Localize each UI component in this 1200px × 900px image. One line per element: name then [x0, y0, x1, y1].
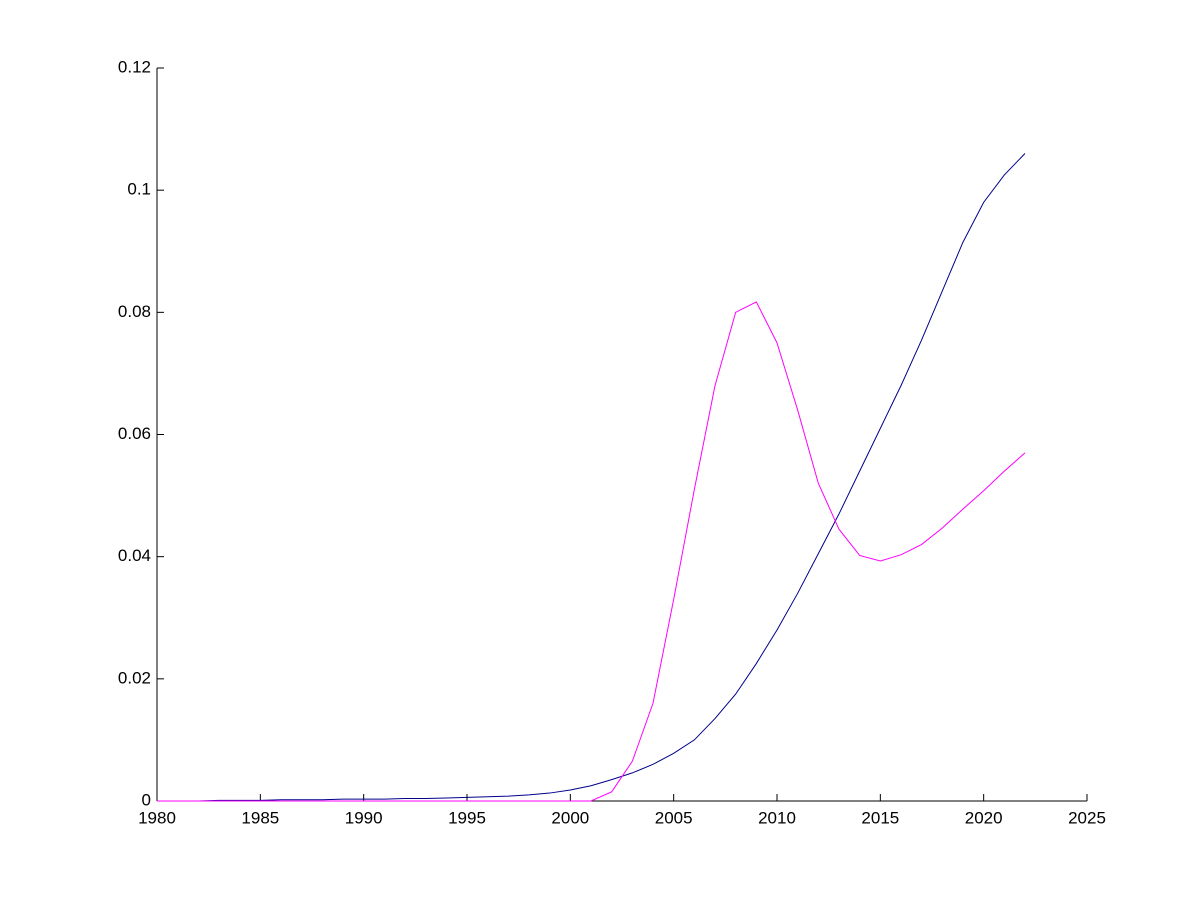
x-tick-label: 2025	[1068, 808, 1106, 827]
x-tick-label: 2000	[551, 808, 589, 827]
y-tick-label: 0.12	[118, 57, 151, 76]
y-tick-label: 0.1	[127, 180, 151, 199]
y-tick-label: 0	[142, 790, 151, 809]
x-tick-label: 1985	[241, 808, 279, 827]
y-tick-label: 0.02	[118, 668, 151, 687]
x-tick-label: 1995	[448, 808, 486, 827]
x-tick-label: 1990	[345, 808, 383, 827]
line-series	[157, 153, 1026, 802]
x-tick-label: 2010	[758, 808, 796, 827]
y-tick-label: 0.06	[118, 424, 151, 443]
x-tick-label: 1980	[138, 808, 176, 827]
x-tick-label: 2020	[965, 808, 1003, 827]
y-tick-label: 0.04	[118, 546, 151, 565]
line-series	[157, 301, 1026, 802]
y-tick-label: 0.08	[118, 302, 151, 321]
x-tick-label: 2005	[655, 808, 693, 827]
x-tick-label: 2015	[861, 808, 899, 827]
